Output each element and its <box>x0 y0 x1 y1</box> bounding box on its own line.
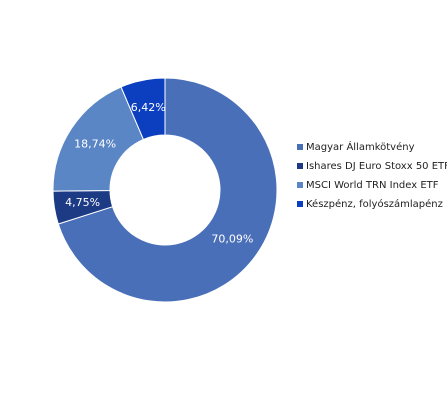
value-label: 6,42% <box>131 101 166 114</box>
legend-swatch <box>297 201 303 207</box>
legend-swatch <box>297 182 303 188</box>
legend-swatch <box>297 144 303 150</box>
legend-label: Ishares DJ Euro Stoxx 50 ETF <box>306 161 447 172</box>
legend-swatch <box>297 163 303 169</box>
legend-label: Magyar Államkötvény <box>306 140 415 153</box>
legend-label: Készpénz, folyószámlapénz <box>306 198 443 210</box>
value-label: 18,74% <box>74 137 116 150</box>
donut-slice <box>120 77 166 141</box>
value-label: 4,75% <box>65 196 100 209</box>
legend-label: MSCI World TRN Index ETF <box>306 180 439 191</box>
donut-slice <box>57 77 278 303</box>
value-label: 70,09% <box>211 232 253 245</box>
